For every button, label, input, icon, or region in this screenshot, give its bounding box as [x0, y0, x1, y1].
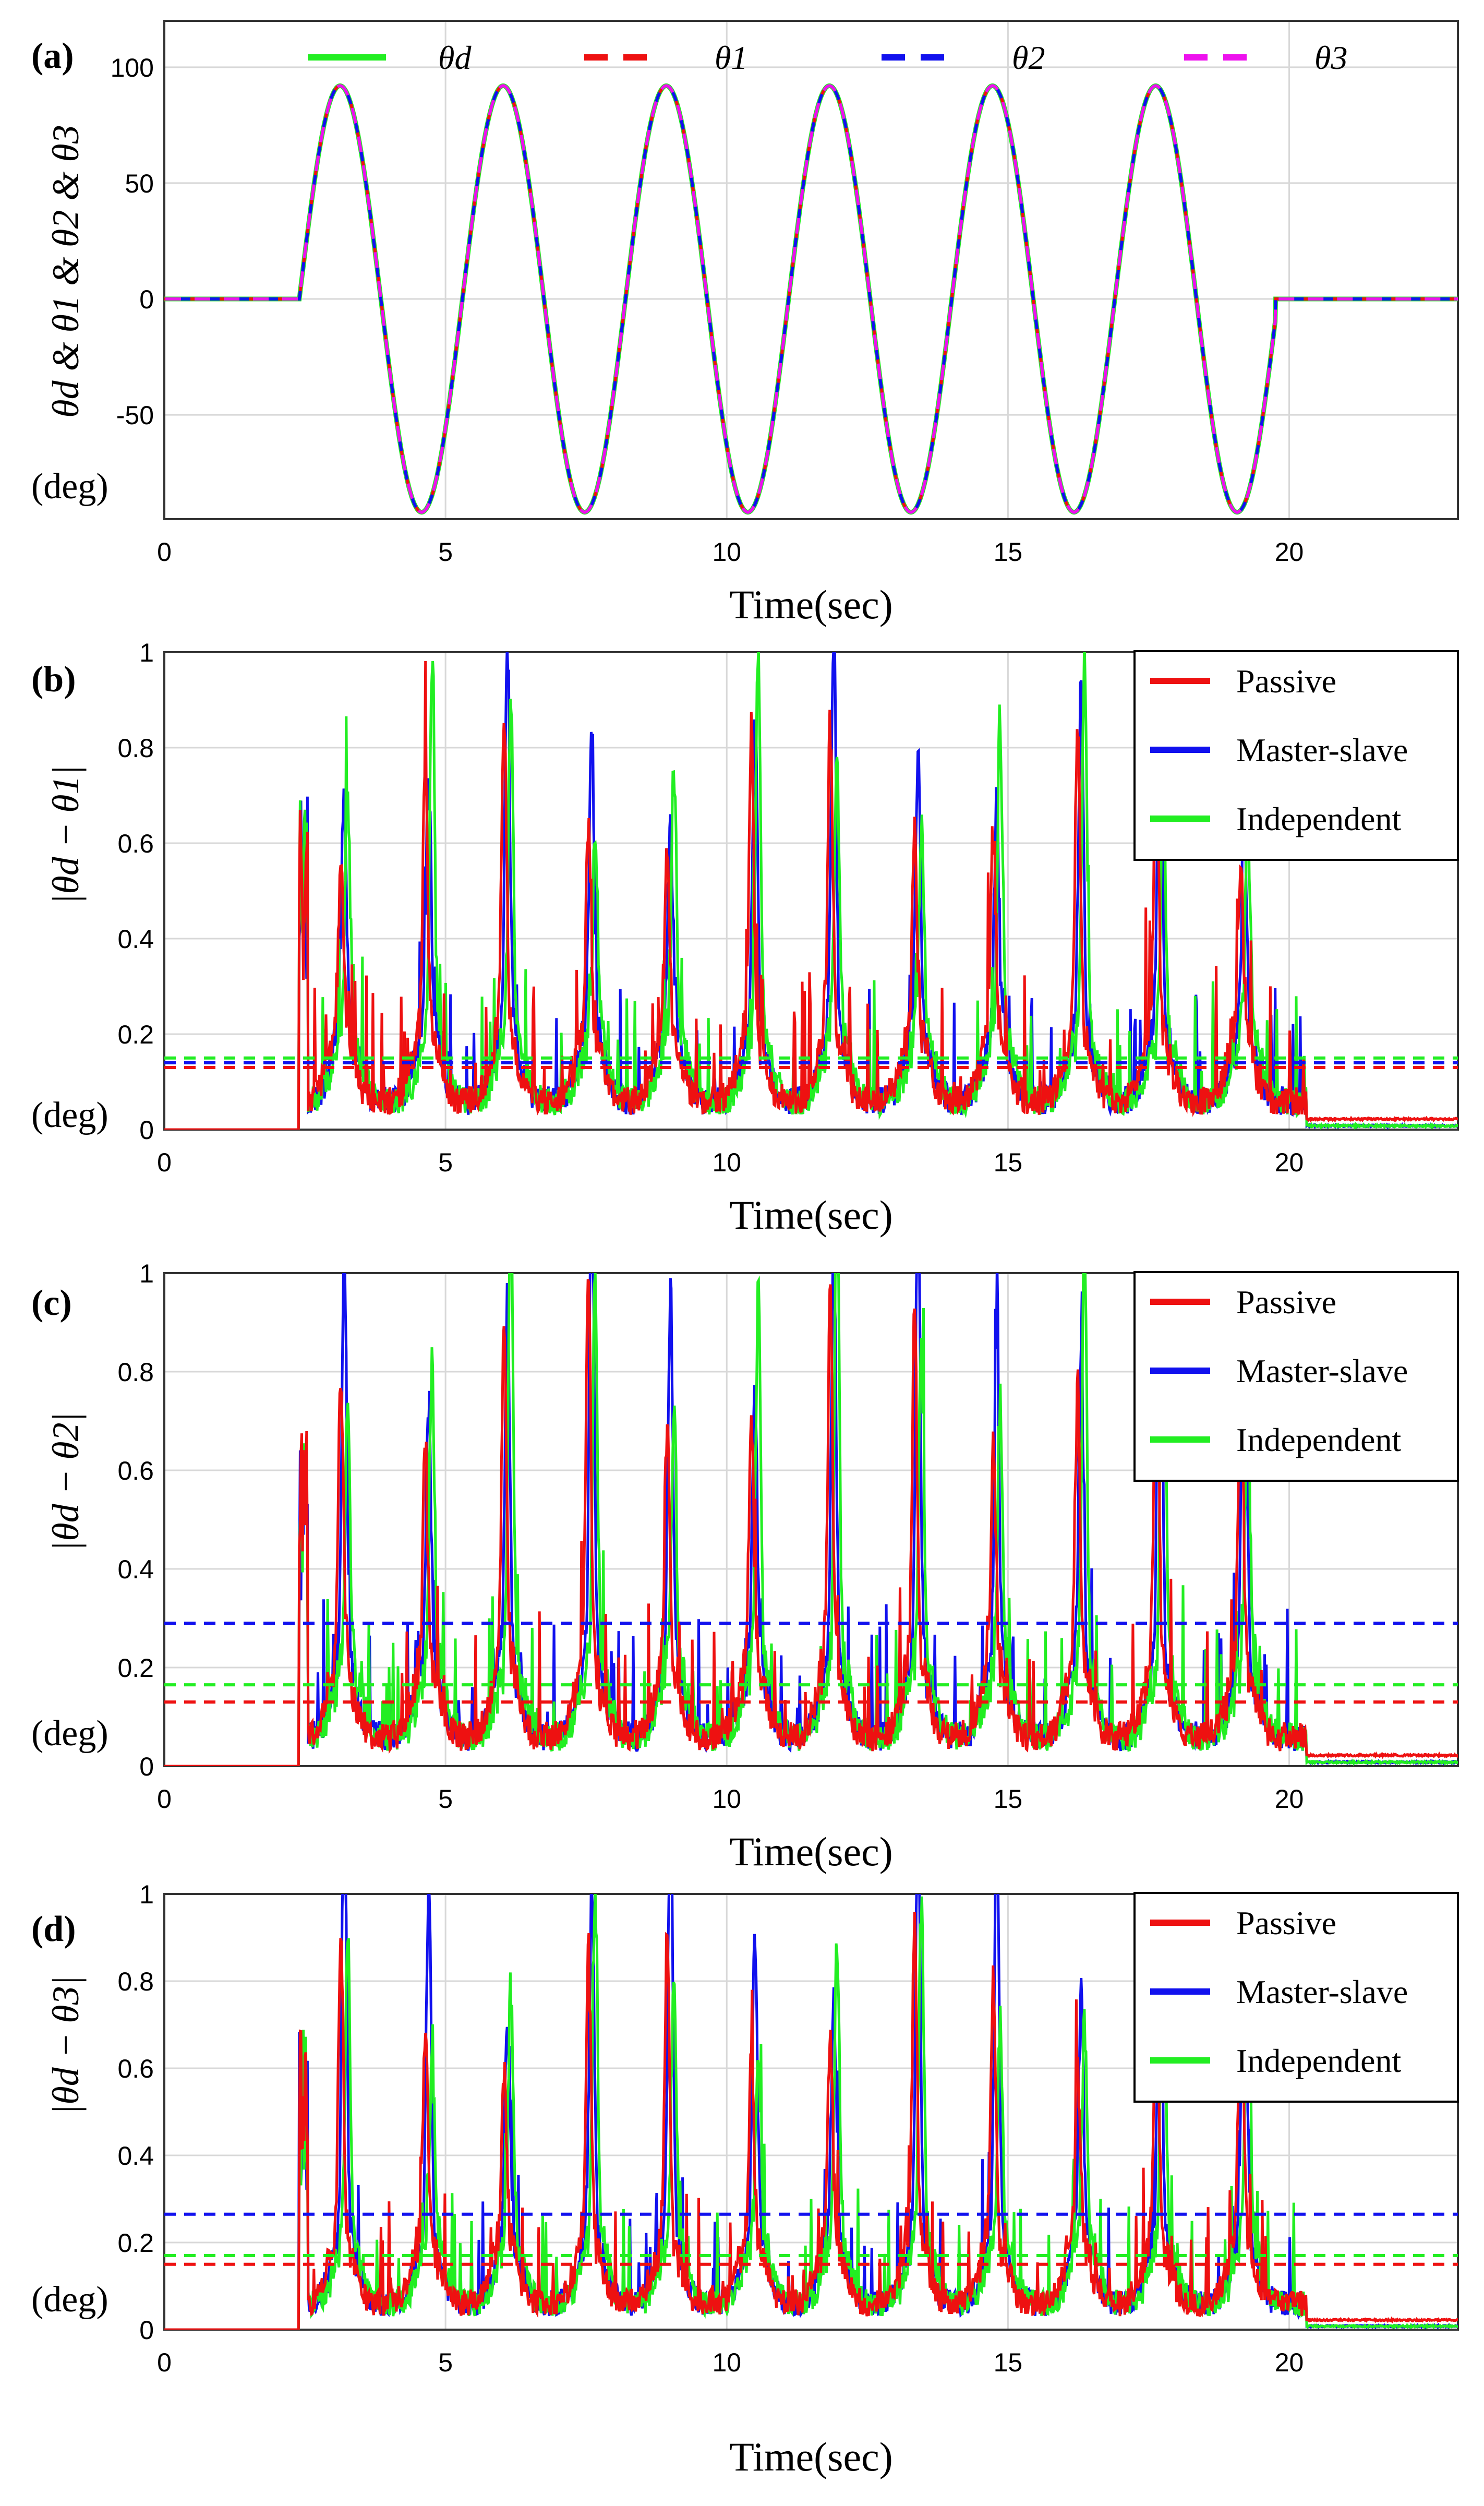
x-tick-label: 15	[994, 2348, 1023, 2377]
legend-label: Master-slave	[1236, 1973, 1408, 2010]
y-tick-label: 50	[125, 169, 154, 198]
panel-label: (b)	[31, 660, 76, 700]
y-tick-label: 0.6	[117, 1456, 154, 1485]
legend-label: Independent	[1236, 800, 1402, 837]
x-axis-label: Time(sec)	[729, 1192, 892, 1238]
plot-area	[163, 651, 1459, 1131]
x-tick-label: 0	[157, 537, 172, 567]
legend-item: θd	[308, 39, 472, 76]
plot-lines	[164, 83, 1458, 515]
unit-label: (deg)	[31, 466, 108, 507]
y-tick-label: 0.4	[117, 2141, 154, 2171]
y-axis-label: θd & θ1 & θ2 & θ3	[45, 125, 87, 417]
x-tick-label: 10	[712, 1784, 741, 1814]
legend-label: Master-slave	[1236, 1352, 1408, 1389]
legend: Passive Master-slave Independent	[1133, 1892, 1459, 2103]
y-tick-label: 1	[139, 1880, 154, 1909]
unit-label: (deg)	[31, 2280, 108, 2320]
y-tick-label: 0.4	[117, 925, 154, 954]
plot-area	[163, 1272, 1459, 1767]
legend-item: θ3	[1184, 39, 1347, 76]
y-axis-label: |θd − θ1|	[45, 765, 87, 905]
y-tick-label: -50	[116, 401, 154, 430]
x-tick-label: 15	[994, 1784, 1023, 1814]
y-axis-label: |θd − θ3|	[45, 1976, 87, 2115]
x-tick-label: 5	[438, 1148, 453, 1177]
legend-label: Independent	[1236, 2042, 1402, 2079]
panel-c: 0 5 10 15 20 1 0.8 0.6 0.4 0.2 0 Time(sec) (c) (deg) |…	[31, 1259, 1459, 1874]
y-tick-label: 0.4	[117, 1555, 154, 1584]
unit-label: (deg)	[31, 1095, 108, 1135]
legend: Passive Master-slave Independent	[1133, 650, 1459, 861]
panel-d: 0 5 10 15 20 1 0.8 0.6 0.4 0.2 0 Time(sec) (d) (deg) |…	[31, 1880, 1459, 2479]
legend-label: Independent	[1236, 1421, 1402, 1458]
x-axis-label: Time(sec)	[729, 1829, 892, 1874]
y-tick-label: 0.2	[117, 1653, 154, 1683]
x-tick-label: 20	[1275, 2348, 1304, 2377]
legend-label: Passive	[1236, 663, 1336, 700]
y-tick-label: 0	[139, 285, 154, 314]
y-tick-label: 100	[111, 53, 154, 82]
panel-a: 0 5 10 15 20 100 50 0 -50 Time(sec) (a) (deg) θd & θ…	[31, 20, 1459, 627]
x-tick-label: 0	[157, 1784, 172, 1814]
x-tick-label: 0	[157, 2348, 172, 2377]
unit-label: (deg)	[31, 1713, 108, 1754]
series-line-θ3	[164, 84, 1458, 514]
legend: Passive Master-slave Independent	[1133, 1271, 1459, 1482]
x-tick-label: 20	[1275, 1784, 1304, 1814]
y-tick-label: 0	[139, 2316, 154, 2345]
legend-label: θ2	[1012, 39, 1045, 76]
y-tick-label: 0.8	[117, 734, 154, 763]
y-axis-label: |θd − θ2|	[45, 1412, 87, 1552]
legend-box	[1133, 1892, 1459, 2103]
series-line-Passive	[164, 661, 1458, 1130]
x-tick-label: 5	[438, 1784, 453, 1814]
y-tick-label: 0	[139, 1752, 154, 1781]
legend-label: Passive	[1236, 1904, 1336, 1941]
legend-item: θ1	[584, 39, 747, 76]
legend-label: θd	[438, 39, 472, 76]
y-tick-label: 0.2	[117, 2228, 154, 2258]
x-tick-label: 10	[712, 537, 741, 567]
y-tick-label: 0	[139, 1116, 154, 1145]
legend-item: θ2	[882, 39, 1045, 76]
panel-b: 0 5 10 15 20 1 0.8 0.6 0.4 0.2 0 Time(sec) (b) (deg) |…	[31, 638, 1459, 1238]
y-tick-label: 1	[139, 1259, 154, 1288]
y-tick-label: 0.8	[117, 1967, 154, 1996]
legend-box	[1133, 650, 1459, 861]
legend-box	[1133, 1271, 1459, 1482]
plot-lines	[164, 652, 1458, 1130]
x-tick-label: 20	[1275, 1148, 1304, 1177]
panel-label: (a)	[31, 36, 74, 76]
x-tick-label: 15	[994, 1148, 1023, 1177]
x-tick-label: 10	[712, 1148, 741, 1177]
plot-area	[163, 20, 1459, 520]
x-tick-label: 0	[157, 1148, 172, 1177]
panel-label: (c)	[31, 1283, 72, 1323]
y-tick-label: 0.2	[117, 1020, 154, 1049]
y-tick-label: 0.6	[117, 2054, 154, 2083]
legend-label: Master-slave	[1236, 732, 1408, 769]
panel-label: (d)	[31, 1909, 76, 1949]
x-tick-label: 15	[994, 537, 1023, 567]
x-tick-label: 5	[438, 537, 453, 567]
x-tick-label: 10	[712, 2348, 741, 2377]
x-tick-label: 5	[438, 2348, 453, 2377]
legend-label: θ1	[715, 39, 747, 76]
y-tick-label: 0.8	[117, 1358, 154, 1387]
y-tick-label: 0.6	[117, 829, 154, 858]
legend-label: θ3	[1314, 39, 1347, 76]
y-tick-label: 1	[139, 638, 154, 667]
legend-label: Passive	[1236, 1284, 1336, 1321]
plot-area	[163, 1893, 1459, 2331]
x-axis-label: Time(sec)	[729, 2434, 892, 2479]
x-tick-label: 20	[1275, 537, 1304, 567]
x-axis-label: Time(sec)	[729, 582, 892, 627]
